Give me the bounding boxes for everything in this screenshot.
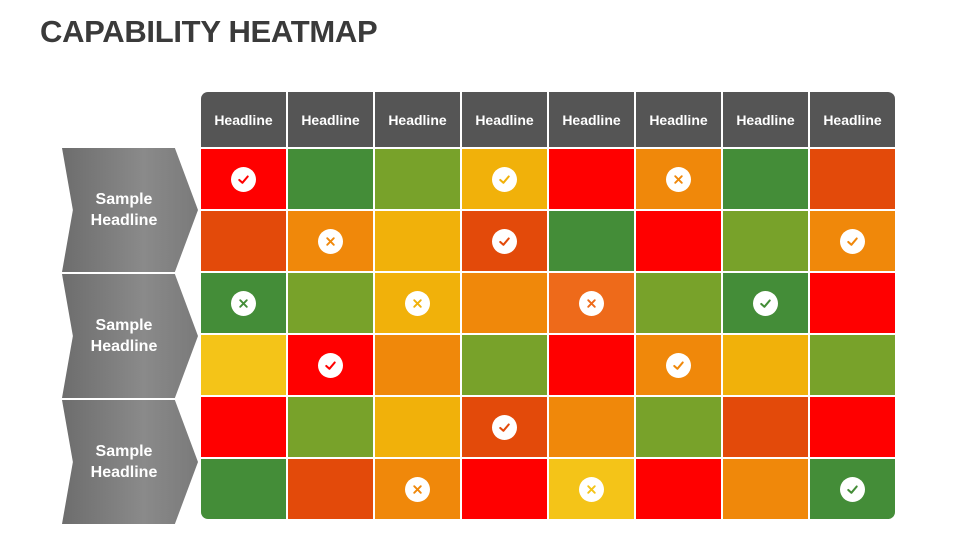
column-header: Headline [462, 92, 547, 147]
column-header: Headline [201, 92, 286, 147]
row-group-label-line2: Headline [90, 338, 158, 355]
heatmap-cell [723, 273, 808, 333]
column-header: Headline [810, 92, 895, 147]
heatmap-cell [375, 335, 460, 395]
heatmap-cell [375, 459, 460, 519]
heatmap-cell [462, 273, 547, 333]
heatmap-cell [723, 397, 808, 457]
column-header: Headline [636, 92, 721, 147]
heatmap-cell [201, 273, 286, 333]
cross-icon [666, 166, 691, 192]
heatmap-cell [375, 211, 460, 271]
check-icon [318, 352, 343, 378]
heatmap-cell [288, 397, 373, 457]
heatmap-cell [201, 397, 286, 457]
heatmap-cell [723, 335, 808, 395]
heatmap-cell [201, 335, 286, 395]
heatmap-cell [549, 149, 634, 209]
heatmap-cell [723, 459, 808, 519]
row-group-label-3: Sample Headline [62, 400, 198, 524]
cross-icon [231, 290, 256, 316]
cross-icon [405, 476, 430, 502]
heatmap-cell [288, 273, 373, 333]
cross-icon [579, 290, 604, 316]
heatmap-cell [810, 211, 895, 271]
heatmap-cell [549, 335, 634, 395]
row-group-label-line1: Sample [95, 317, 153, 334]
heatmap-cell [288, 335, 373, 395]
heatmap-cell [288, 149, 373, 209]
heatmap-cell [462, 459, 547, 519]
heatmap-cell [723, 211, 808, 271]
heatmap-cell [201, 459, 286, 519]
heatmap-cell [810, 335, 895, 395]
heatmap-cell [810, 459, 895, 519]
heatmap-cell [375, 273, 460, 333]
column-header: Headline [723, 92, 808, 147]
check-icon [492, 166, 517, 192]
heatmap-grid: Headline Headline Headline Headline Head… [201, 92, 895, 519]
row-group-label-line2: Headline [90, 464, 158, 481]
heatmap-cell [462, 397, 547, 457]
row-group-label-2: Sample Headline [62, 274, 198, 398]
heatmap-cell [201, 211, 286, 271]
heatmap-cell [462, 149, 547, 209]
page-title: CAPABILITY HEATMAP [40, 14, 378, 49]
column-header: Headline [288, 92, 373, 147]
heatmap-cell [288, 211, 373, 271]
check-icon [666, 352, 691, 378]
check-icon [840, 228, 865, 254]
heatmap-cell [810, 397, 895, 457]
heatmap-cell [288, 459, 373, 519]
heatmap-cell [810, 273, 895, 333]
heatmap-cell [636, 273, 721, 333]
heatmap-cell [201, 149, 286, 209]
cross-icon [579, 476, 604, 502]
heatmap-cell [549, 211, 634, 271]
heatmap-cell [810, 149, 895, 209]
check-icon [840, 476, 865, 502]
heatmap-cell [462, 335, 547, 395]
heatmap-cell [636, 459, 721, 519]
heatmap-cell [462, 211, 547, 271]
check-icon [231, 166, 256, 192]
heatmap-cell [549, 397, 634, 457]
cross-icon [405, 290, 430, 316]
row-group-label-line2: Headline [90, 212, 158, 229]
cross-icon [318, 228, 343, 254]
heatmap-cell [636, 397, 721, 457]
heatmap-cell [549, 459, 634, 519]
check-icon [492, 228, 517, 254]
heatmap-cell [636, 335, 721, 395]
check-icon [753, 290, 778, 316]
row-group-label-1: Sample Headline [62, 148, 198, 272]
check-icon [492, 414, 517, 440]
row-group-label-line1: Sample [95, 443, 153, 460]
heatmap-cell [636, 149, 721, 209]
column-header: Headline [375, 92, 460, 147]
heatmap-cell [636, 211, 721, 271]
heatmap-cell [375, 397, 460, 457]
column-header: Headline [549, 92, 634, 147]
row-group-label-line1: Sample [95, 191, 153, 208]
heatmap-cell [723, 149, 808, 209]
heatmap-cell [549, 273, 634, 333]
heatmap-cell [375, 149, 460, 209]
